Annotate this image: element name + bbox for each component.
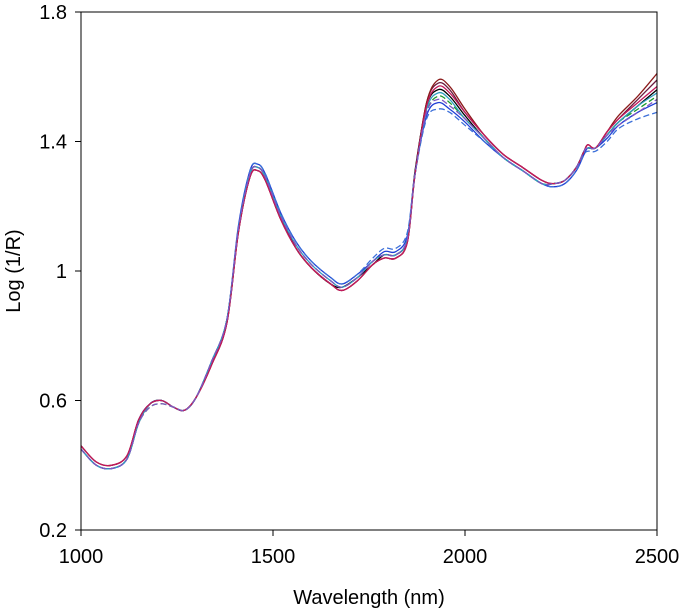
spectrum-line-4 bbox=[80, 101, 658, 470]
spectrum-line-7 bbox=[80, 91, 658, 470]
x-tick-label: 2000 bbox=[443, 546, 488, 568]
ticks-group: 1000 1500 2000 2500 0.2 0.6 1 1.4 1.8 bbox=[39, 2, 679, 568]
spectrum-line-2 bbox=[80, 88, 658, 470]
x-axis-label: Wavelength (nm) bbox=[293, 587, 445, 609]
y-tick-label: 1.8 bbox=[39, 2, 67, 24]
y-tick-label: 1 bbox=[56, 261, 67, 283]
series-group bbox=[80, 73, 658, 470]
y-tick-label: 0.2 bbox=[39, 520, 67, 542]
spectrum-line-1 bbox=[80, 79, 658, 467]
spectrum-line-9 bbox=[80, 98, 658, 470]
y-axis-label: Log (1/R) bbox=[3, 229, 25, 312]
spectrum-line-6 bbox=[80, 108, 658, 470]
spectrum-line-8 bbox=[80, 85, 658, 467]
x-tick-label: 2500 bbox=[635, 546, 680, 568]
x-tick-label: 1500 bbox=[251, 546, 296, 568]
y-tick-label: 1.4 bbox=[39, 132, 67, 154]
spectrum-line-3 bbox=[80, 95, 658, 470]
y-tick-label: 0.6 bbox=[39, 391, 67, 413]
spectrum-line-5 bbox=[80, 73, 658, 467]
x-tick-label: 1000 bbox=[59, 546, 104, 568]
axes-group bbox=[80, 11, 658, 531]
plot-frame bbox=[80, 11, 658, 531]
